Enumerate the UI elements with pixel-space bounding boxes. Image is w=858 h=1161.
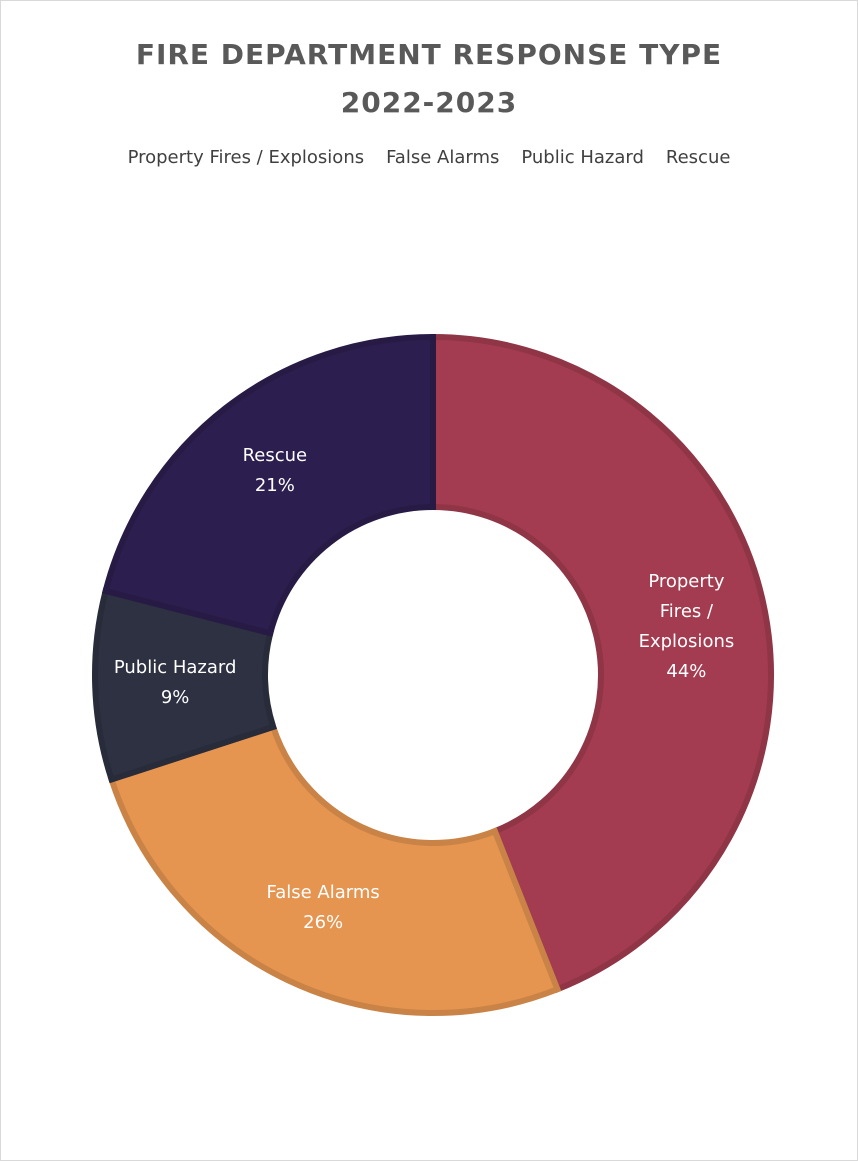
data-label-name: Public Hazard [113, 657, 237, 679]
data-label: Property Fires / Explosions 44% [634, 567, 738, 687]
data-label-value: 26% [303, 912, 344, 934]
legend-item: False Alarms [386, 147, 499, 168]
data-label-name: False Alarms [266, 882, 380, 904]
donut-slice [430, 333, 774, 994]
data-label: Public Hazard 9% [105, 653, 245, 713]
donut-slice [107, 723, 562, 1016]
legend-item: Public Hazard [521, 147, 644, 168]
data-label-name: Rescue [242, 445, 308, 467]
data-label-value: 9% [160, 687, 190, 709]
donut-slice [101, 333, 436, 637]
chart-title: FIRE DEPARTMENT RESPONSE TYPE 2022-2023 [135, 38, 723, 119]
legend-item: Rescue [666, 147, 731, 168]
legend: Property Fires / Explosions False Alarms P… [1, 147, 857, 168]
data-label: False Alarms 26% [253, 878, 393, 938]
data-label-value: 21% [254, 475, 295, 497]
legend-label: Rescue [665, 147, 731, 168]
legend-label: Property Fires / Explosions [127, 147, 365, 168]
legend-label: Public Hazard [521, 147, 644, 168]
legend-item: Property Fires / Explosions [128, 147, 365, 168]
data-label: Rescue 21% [205, 441, 345, 501]
data-label-value: 44% [666, 660, 707, 682]
data-label-name: Property Fires / Explosions [638, 570, 735, 652]
legend-label: False Alarms [386, 147, 500, 168]
